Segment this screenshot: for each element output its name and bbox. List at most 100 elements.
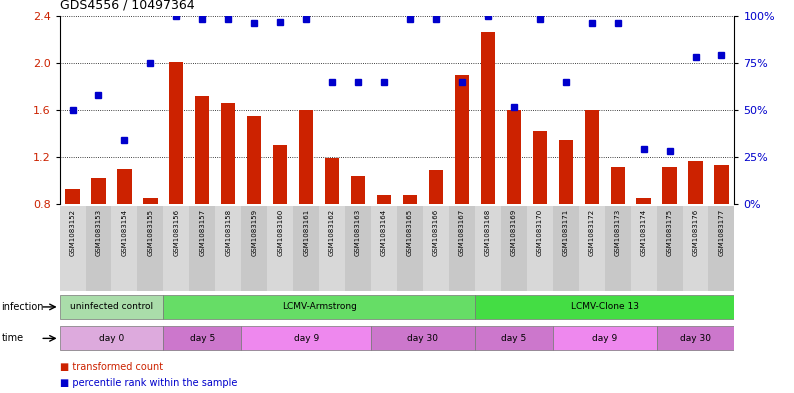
Bar — [247, 116, 261, 204]
Bar — [475, 295, 734, 319]
Bar — [164, 295, 475, 319]
Bar — [475, 206, 501, 291]
Bar — [579, 206, 605, 291]
Bar — [455, 75, 469, 204]
Bar — [222, 103, 235, 204]
Bar — [480, 32, 495, 204]
Bar — [584, 110, 599, 204]
Text: GSM1083157: GSM1083157 — [199, 209, 206, 256]
Bar — [86, 206, 111, 291]
Text: GSM1083153: GSM1083153 — [95, 209, 102, 256]
Bar — [91, 178, 106, 204]
Bar — [60, 206, 86, 291]
Bar — [164, 326, 241, 351]
Bar — [403, 195, 417, 204]
Text: GSM1083173: GSM1083173 — [615, 209, 621, 256]
Text: LCMV-Clone 13: LCMV-Clone 13 — [571, 303, 638, 311]
Text: day 5: day 5 — [501, 334, 526, 343]
Bar — [605, 206, 630, 291]
Bar — [553, 206, 579, 291]
Text: GDS4556 / 10497364: GDS4556 / 10497364 — [60, 0, 195, 12]
Bar — [137, 206, 164, 291]
Bar — [611, 167, 625, 204]
Bar — [351, 176, 365, 204]
Text: ■ percentile rank within the sample: ■ percentile rank within the sample — [60, 378, 237, 388]
Text: GSM1083164: GSM1083164 — [381, 209, 387, 256]
Text: day 30: day 30 — [407, 334, 438, 343]
Bar — [526, 206, 553, 291]
Bar — [189, 206, 215, 291]
Text: day 0: day 0 — [98, 334, 124, 343]
Text: GSM1083167: GSM1083167 — [459, 209, 465, 256]
Text: GSM1083175: GSM1083175 — [666, 209, 673, 256]
Text: GSM1083165: GSM1083165 — [407, 209, 413, 256]
Text: GSM1083169: GSM1083169 — [511, 209, 517, 256]
Text: GSM1083177: GSM1083177 — [719, 209, 724, 256]
Bar — [683, 206, 708, 291]
Bar — [475, 326, 553, 351]
Text: day 5: day 5 — [190, 334, 215, 343]
Bar — [559, 140, 572, 204]
Text: GSM1083156: GSM1083156 — [173, 209, 179, 256]
Text: GSM1083159: GSM1083159 — [251, 209, 257, 256]
Bar — [637, 198, 651, 204]
Bar — [241, 326, 371, 351]
Bar — [429, 170, 443, 204]
Bar — [60, 326, 164, 351]
Bar — [501, 206, 526, 291]
Text: GSM1083154: GSM1083154 — [121, 209, 128, 256]
Bar — [293, 206, 319, 291]
Text: day 9: day 9 — [592, 334, 617, 343]
Text: GSM1083163: GSM1083163 — [355, 209, 361, 256]
Bar — [143, 198, 157, 204]
Text: GSM1083160: GSM1083160 — [277, 209, 283, 256]
Text: GSM1083155: GSM1083155 — [148, 209, 153, 256]
Text: day 9: day 9 — [294, 334, 318, 343]
Text: infection: infection — [2, 302, 44, 312]
Text: LCMV-Armstrong: LCMV-Armstrong — [282, 303, 357, 311]
Text: GSM1083170: GSM1083170 — [537, 209, 543, 256]
Bar — [164, 206, 189, 291]
Bar — [345, 206, 371, 291]
Bar — [657, 206, 683, 291]
Bar — [397, 206, 423, 291]
Bar — [507, 110, 521, 204]
Bar — [423, 206, 449, 291]
Bar — [299, 110, 314, 204]
Bar — [215, 206, 241, 291]
Text: ■ transformed count: ■ transformed count — [60, 362, 163, 373]
Text: GSM1083152: GSM1083152 — [70, 209, 75, 256]
Bar — [319, 206, 345, 291]
Bar — [325, 158, 339, 204]
Bar — [708, 206, 734, 291]
Text: time: time — [2, 333, 24, 343]
Bar — [630, 206, 657, 291]
Bar — [169, 62, 183, 204]
Text: GSM1083176: GSM1083176 — [692, 209, 699, 256]
Text: day 30: day 30 — [680, 334, 711, 343]
Text: GSM1083172: GSM1083172 — [588, 209, 595, 256]
Bar — [241, 206, 268, 291]
Bar — [371, 326, 475, 351]
Bar — [533, 131, 547, 204]
Text: GSM1083158: GSM1083158 — [225, 209, 231, 256]
Bar — [371, 206, 397, 291]
Bar — [688, 161, 703, 204]
Bar — [118, 169, 132, 204]
Text: GSM1083166: GSM1083166 — [433, 209, 439, 256]
Text: GSM1083168: GSM1083168 — [485, 209, 491, 256]
Text: GSM1083161: GSM1083161 — [303, 209, 309, 256]
Bar — [715, 165, 729, 204]
Bar — [657, 326, 734, 351]
Bar — [449, 206, 475, 291]
Bar — [195, 96, 210, 204]
Bar — [273, 145, 287, 204]
Bar — [553, 326, 657, 351]
Bar — [111, 206, 137, 291]
Bar — [60, 295, 164, 319]
Text: GSM1083162: GSM1083162 — [329, 209, 335, 256]
Text: uninfected control: uninfected control — [70, 303, 153, 311]
Bar — [268, 206, 293, 291]
Bar — [65, 189, 79, 204]
Bar — [377, 195, 391, 204]
